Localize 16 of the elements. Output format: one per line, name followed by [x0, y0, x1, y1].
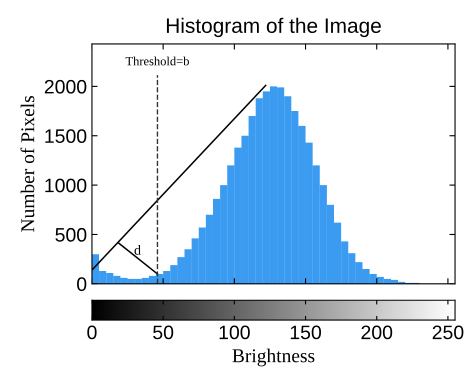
ref-line-label: Threshold=b	[126, 56, 189, 66]
y-tick-label: 500	[55, 228, 86, 242]
x-axis-title: Brightness	[232, 348, 314, 366]
y-axis-title: Number of Pixels	[20, 96, 34, 232]
y-tick-label: 0	[77, 277, 86, 292]
y-tick-label: 1500	[45, 129, 86, 143]
x-tick-label: 50	[153, 325, 174, 340]
y-tick-label: 2000	[44, 80, 86, 94]
annotation: d	[134, 244, 141, 255]
x-tick-label: 0	[87, 325, 97, 340]
x-tick-label: 150	[290, 325, 321, 340]
chart-title: Histogram of the Image	[166, 18, 381, 38]
y-tick-label: 1000	[45, 178, 86, 192]
x-tick-label: 250	[432, 325, 464, 340]
x-tick-label: 100	[220, 325, 250, 340]
x-tick-label: 200	[361, 325, 392, 340]
